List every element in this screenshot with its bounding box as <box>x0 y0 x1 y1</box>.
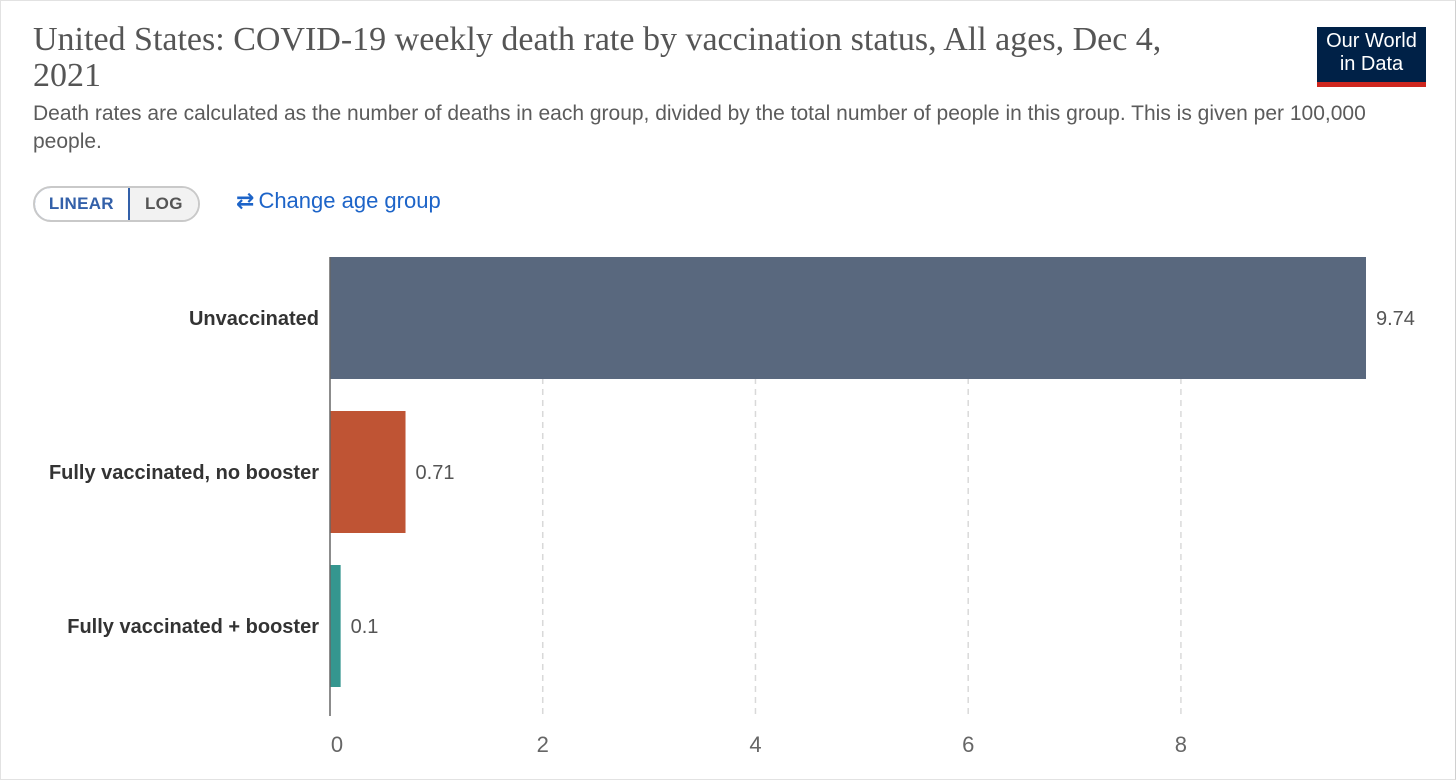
x-tick-label: 2 <box>537 732 549 757</box>
category-label: Fully vaccinated + booster <box>67 616 319 638</box>
x-tick-label: 8 <box>1175 732 1187 757</box>
change-age-group-link[interactable]: ⇄ Change age group <box>236 188 441 214</box>
x-tick-label: 0 <box>331 732 343 757</box>
category-label: Fully vaccinated, no booster <box>49 462 319 484</box>
category-label: Unvaccinated <box>189 308 319 330</box>
bar-1 <box>330 411 406 533</box>
owid-logo[interactable]: Our World in Data <box>1317 27 1426 87</box>
log-scale-button[interactable]: LOG <box>129 188 198 220</box>
bar-0 <box>330 257 1366 379</box>
logo-line-1: Our World <box>1326 30 1417 52</box>
chart-subtitle: Death rates are calculated as the number… <box>33 102 1366 153</box>
value-label: 0.1 <box>351 616 379 638</box>
x-tick-label: 4 <box>749 732 761 757</box>
swap-arrows-icon: ⇄ <box>236 188 255 213</box>
x-tick-label: 6 <box>962 732 974 757</box>
chart-title: United States: COVID-19 weekly death rat… <box>33 21 1162 94</box>
logo-accent-bar <box>1317 82 1426 87</box>
bar-2 <box>330 565 341 687</box>
scale-toggle: LINEAR LOG <box>33 186 200 222</box>
change-age-group-label: Change age group <box>258 188 441 213</box>
value-label: 0.71 <box>416 462 455 484</box>
logo-line-2: in Data <box>1339 53 1404 75</box>
linear-scale-button[interactable]: LINEAR <box>35 188 130 220</box>
value-label: 9.74 <box>1376 308 1415 330</box>
